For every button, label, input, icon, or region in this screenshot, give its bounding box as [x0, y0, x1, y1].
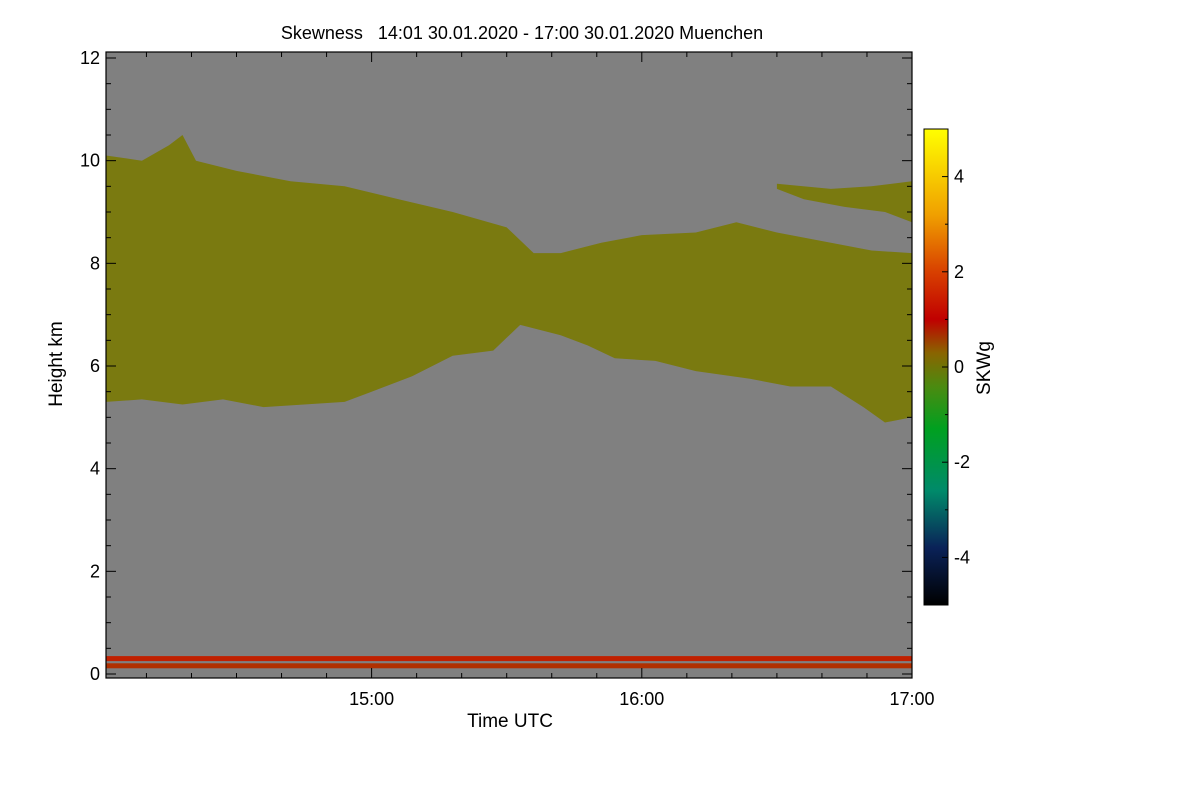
y-tick-label: 10 [80, 151, 100, 171]
y-tick-label: 6 [90, 356, 100, 376]
x-tick-label: 16:00 [619, 689, 664, 709]
x-tick-label: 15:00 [349, 689, 394, 709]
cloud-layer [106, 135, 912, 423]
x-axis: 15:00 16:00 17:00 [145, 52, 935, 709]
colorbar: 4 2 0 -2 -4 [923, 128, 970, 606]
x-tick-label: 17:00 [889, 689, 934, 709]
colorbar-tick-label: 2 [954, 262, 964, 282]
y-tick-label: 12 [80, 48, 100, 68]
y-tick-label: 8 [90, 253, 100, 273]
upper-cloud-layer [776, 181, 912, 223]
colorbar-tick-label: -4 [954, 547, 970, 567]
surface-band-0 [106, 656, 912, 662]
y-axis: 0 2 4 6 8 10 12 [80, 48, 912, 684]
chart-title: Skewness 14:01 30.01.2020 - 17:00 30.01.… [281, 23, 763, 43]
y-tick-label: 2 [90, 561, 100, 581]
colorbar-tick-label: 0 [954, 357, 964, 377]
plot-area [105, 51, 913, 679]
surface-band-1 [106, 663, 912, 669]
colorbar-label: SKWg [974, 341, 995, 395]
colorbar-tick-label: 4 [954, 167, 964, 187]
y-tick-label: 4 [90, 459, 100, 479]
y-axis-label: Height km [46, 321, 67, 407]
x-axis-label: Time UTC [467, 711, 553, 732]
colorbar-tick-label: -2 [954, 452, 970, 472]
plot-frame [105, 51, 913, 679]
y-tick-label: 0 [90, 664, 100, 684]
